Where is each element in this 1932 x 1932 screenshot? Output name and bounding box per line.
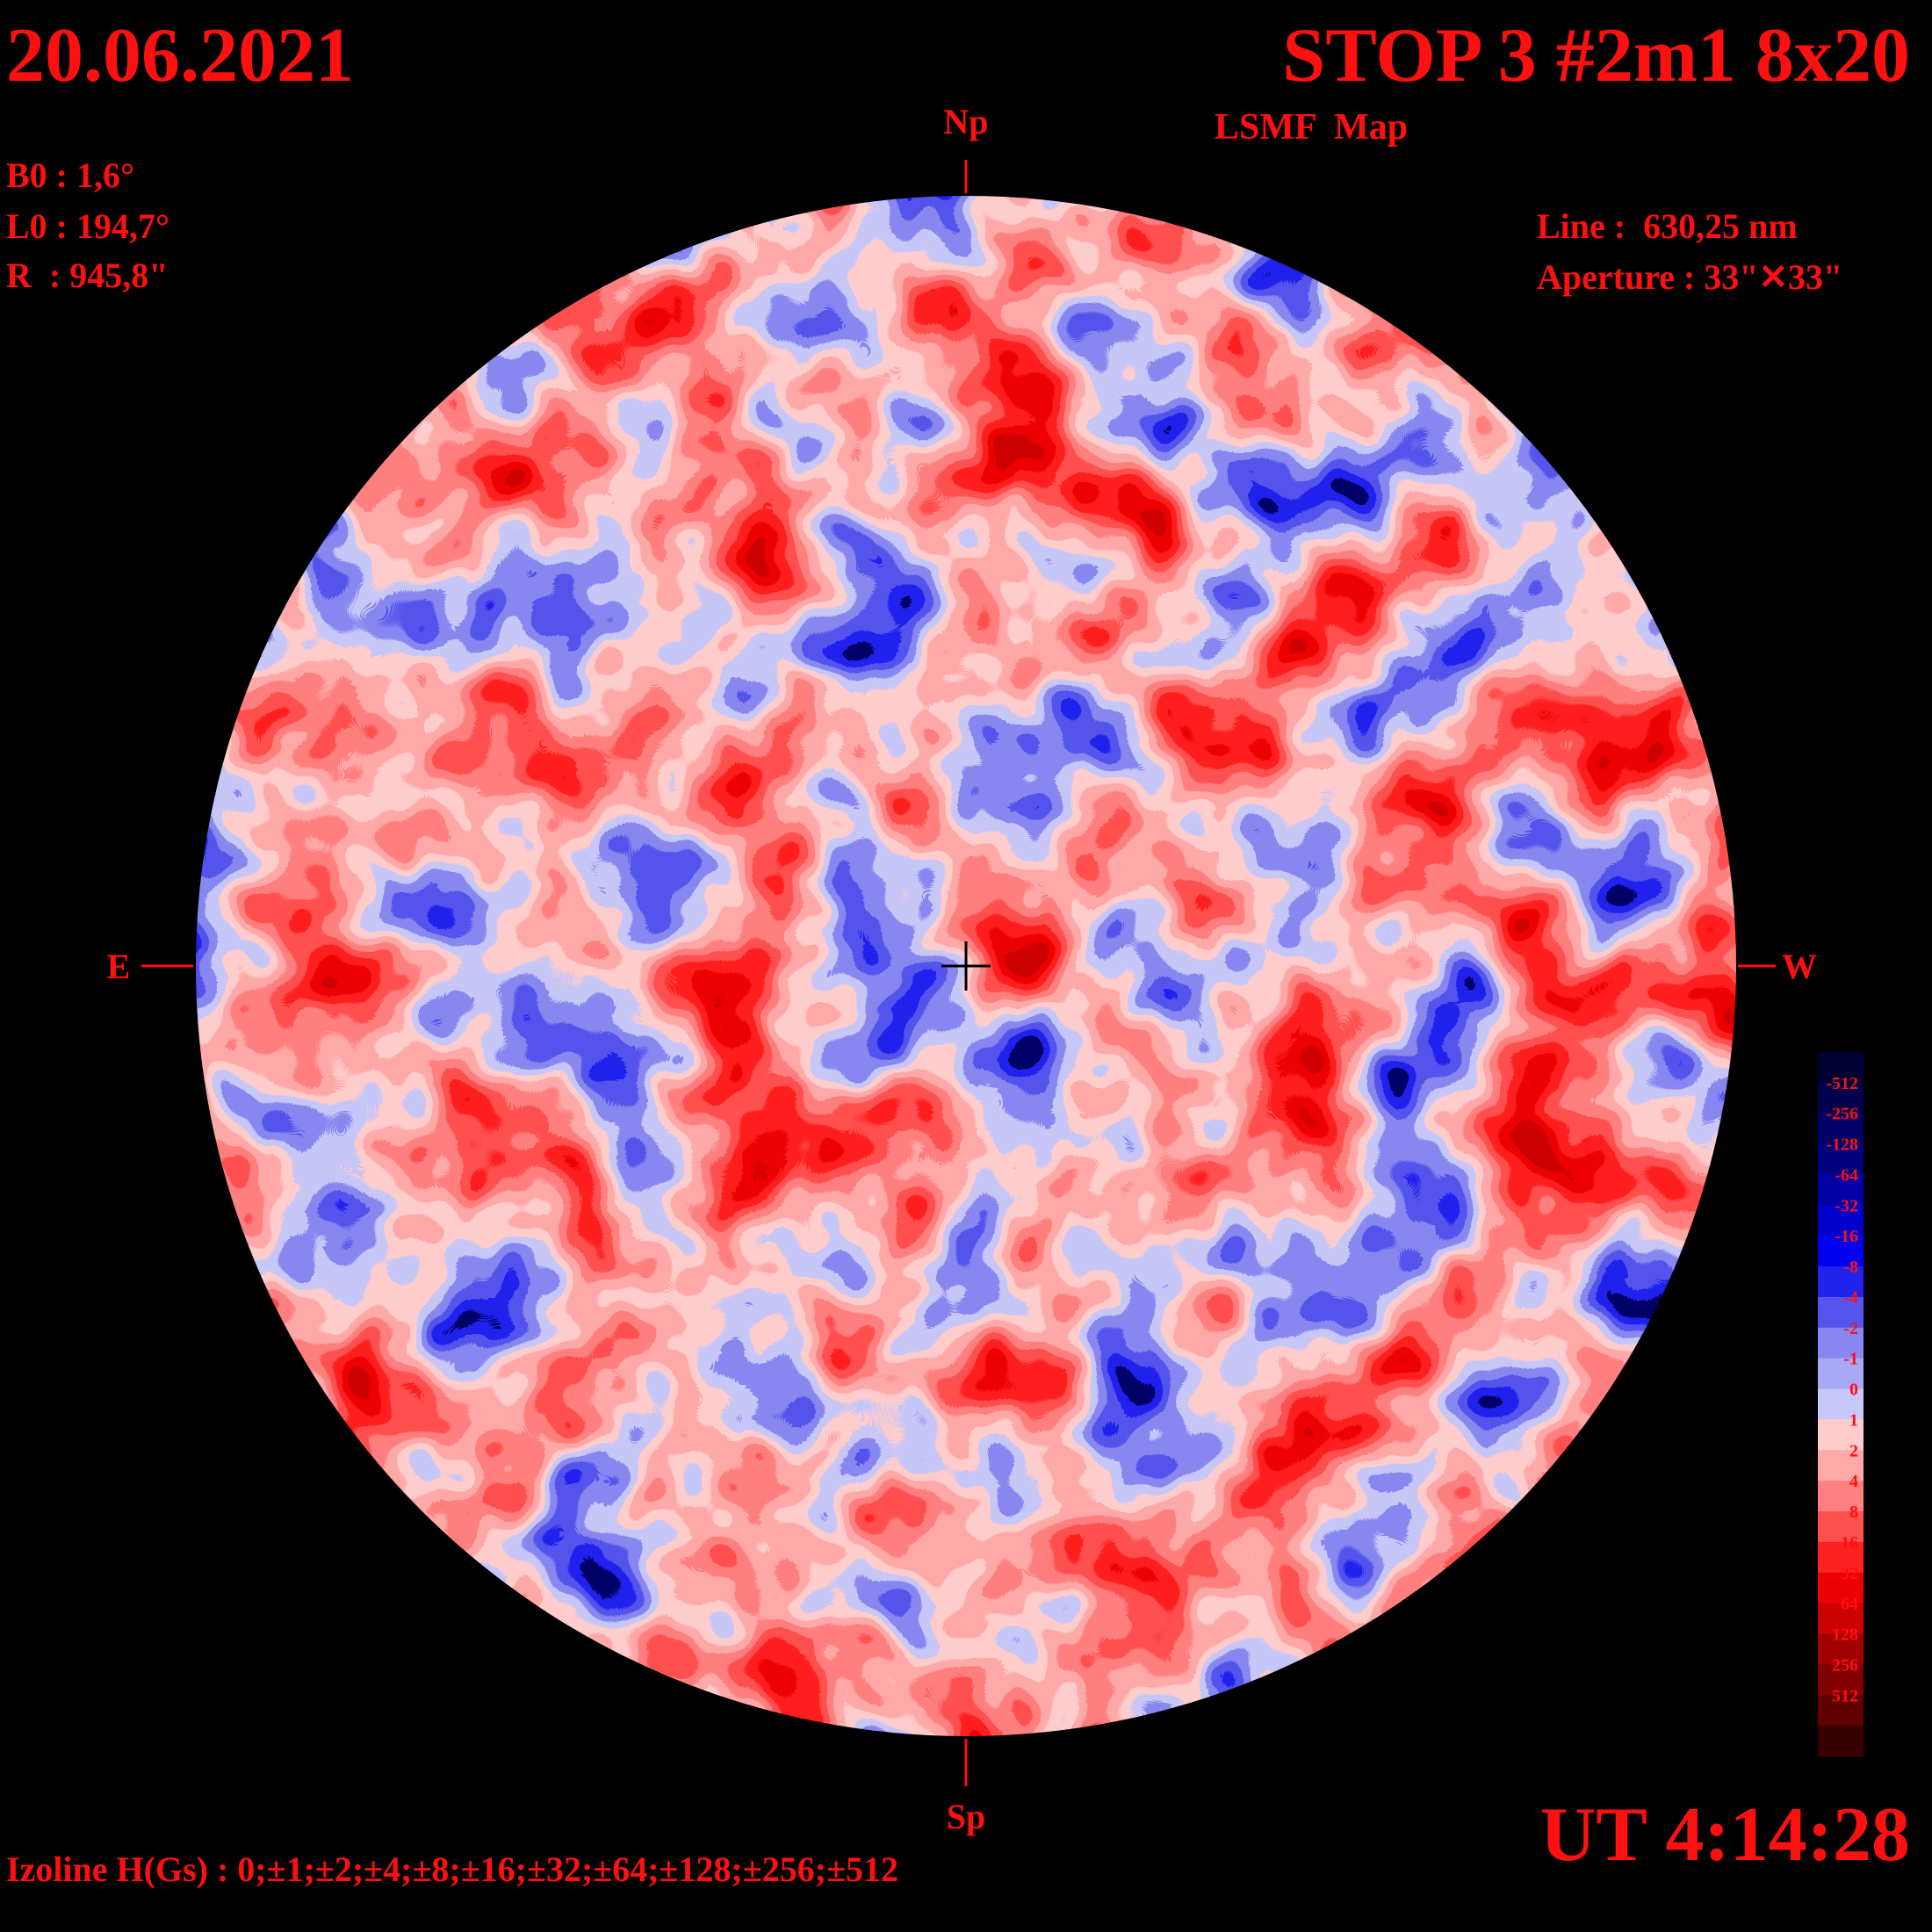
colorbar-band bbox=[1818, 1511, 1864, 1543]
colorbar-label: -1 bbox=[1843, 1350, 1858, 1369]
colorbar-band bbox=[1818, 1695, 1864, 1727]
colorbar-label: -4 bbox=[1843, 1288, 1858, 1308]
colorbar-label: -64 bbox=[1835, 1165, 1858, 1185]
colorbar-label: 1 bbox=[1849, 1410, 1858, 1430]
ut-time: UT 4:14:28 bbox=[1540, 1792, 1910, 1878]
colorbar-label: -512 bbox=[1826, 1074, 1858, 1093]
colorbar-label: 256 bbox=[1832, 1655, 1858, 1675]
colorbar-band bbox=[1818, 1236, 1864, 1267]
aperture: Aperture : 33"✕33" bbox=[1537, 257, 1842, 297]
colorbar-label: 4 bbox=[1849, 1472, 1858, 1491]
colorbar-label: -2 bbox=[1843, 1319, 1858, 1338]
colorbar-band bbox=[1818, 1052, 1864, 1084]
colorbar-band bbox=[1818, 1481, 1864, 1512]
colorbar-band bbox=[1818, 1603, 1864, 1635]
colorbar-label: -256 bbox=[1826, 1105, 1858, 1124]
east-label: E bbox=[107, 947, 131, 986]
title: STOP 3 #2m1 8x20 bbox=[1282, 13, 1910, 98]
colorbar-label: 128 bbox=[1832, 1626, 1858, 1645]
colorbar-label: 2 bbox=[1849, 1441, 1858, 1460]
colorbar-band bbox=[1818, 1143, 1864, 1175]
colorbar-label: 512 bbox=[1832, 1686, 1858, 1705]
colorbar-label: -128 bbox=[1826, 1135, 1858, 1155]
colorbar-label: 8 bbox=[1849, 1503, 1858, 1522]
colorbar-band bbox=[1818, 1266, 1864, 1298]
colorbar-band bbox=[1818, 1450, 1864, 1481]
colorbar-label: 64 bbox=[1841, 1595, 1858, 1614]
subtitle: LSMF Map bbox=[1215, 107, 1408, 148]
colorbar-band bbox=[1818, 1082, 1864, 1114]
north-label: Np bbox=[943, 102, 988, 141]
crosshair bbox=[941, 941, 991, 991]
colorbar-band bbox=[1818, 1633, 1864, 1665]
colorbar-label: 32 bbox=[1841, 1564, 1858, 1583]
isolines: Izoline H(Gs) : 0;±1;±2;±4;±8;±16;±32;±6… bbox=[6, 1849, 898, 1889]
colorbar-band bbox=[1818, 1388, 1864, 1420]
colorbar-band bbox=[1818, 1419, 1864, 1451]
colorbar: -512 -256 -128 -64 -32 -16 -8 -4 -2 -1 0 1 2 4 8 16 32 64… bbox=[1818, 1052, 1864, 1757]
colorbar-label: -16 bbox=[1835, 1227, 1858, 1246]
west-label: W bbox=[1782, 947, 1817, 986]
south-label: Sp bbox=[947, 1797, 986, 1836]
radius: R : 945,8" bbox=[6, 256, 168, 295]
b0: B0 : 1,6° bbox=[6, 155, 134, 195]
colorbar-label: -8 bbox=[1843, 1258, 1858, 1277]
colorbar-band bbox=[1818, 1726, 1864, 1757]
colorbar-label: 0 bbox=[1849, 1381, 1858, 1400]
colorbar-band bbox=[1818, 1572, 1864, 1604]
colorbar-band bbox=[1818, 1664, 1864, 1696]
colorbar-band bbox=[1818, 1205, 1864, 1236]
line: Line : 630,25 nm bbox=[1537, 206, 1798, 246]
colorbar-band bbox=[1818, 1113, 1864, 1145]
colorbar-band bbox=[1818, 1174, 1864, 1206]
colorbar-label: 16 bbox=[1841, 1533, 1858, 1553]
colorbar-band bbox=[1818, 1541, 1864, 1574]
colorbar-band bbox=[1818, 1327, 1864, 1359]
date: 20.06.2021 bbox=[6, 13, 354, 98]
l0: L0 : 194,7° bbox=[6, 206, 169, 246]
colorbar-label: -32 bbox=[1835, 1196, 1858, 1215]
colorbar-band bbox=[1818, 1358, 1864, 1390]
colorbar-band bbox=[1818, 1296, 1864, 1329]
